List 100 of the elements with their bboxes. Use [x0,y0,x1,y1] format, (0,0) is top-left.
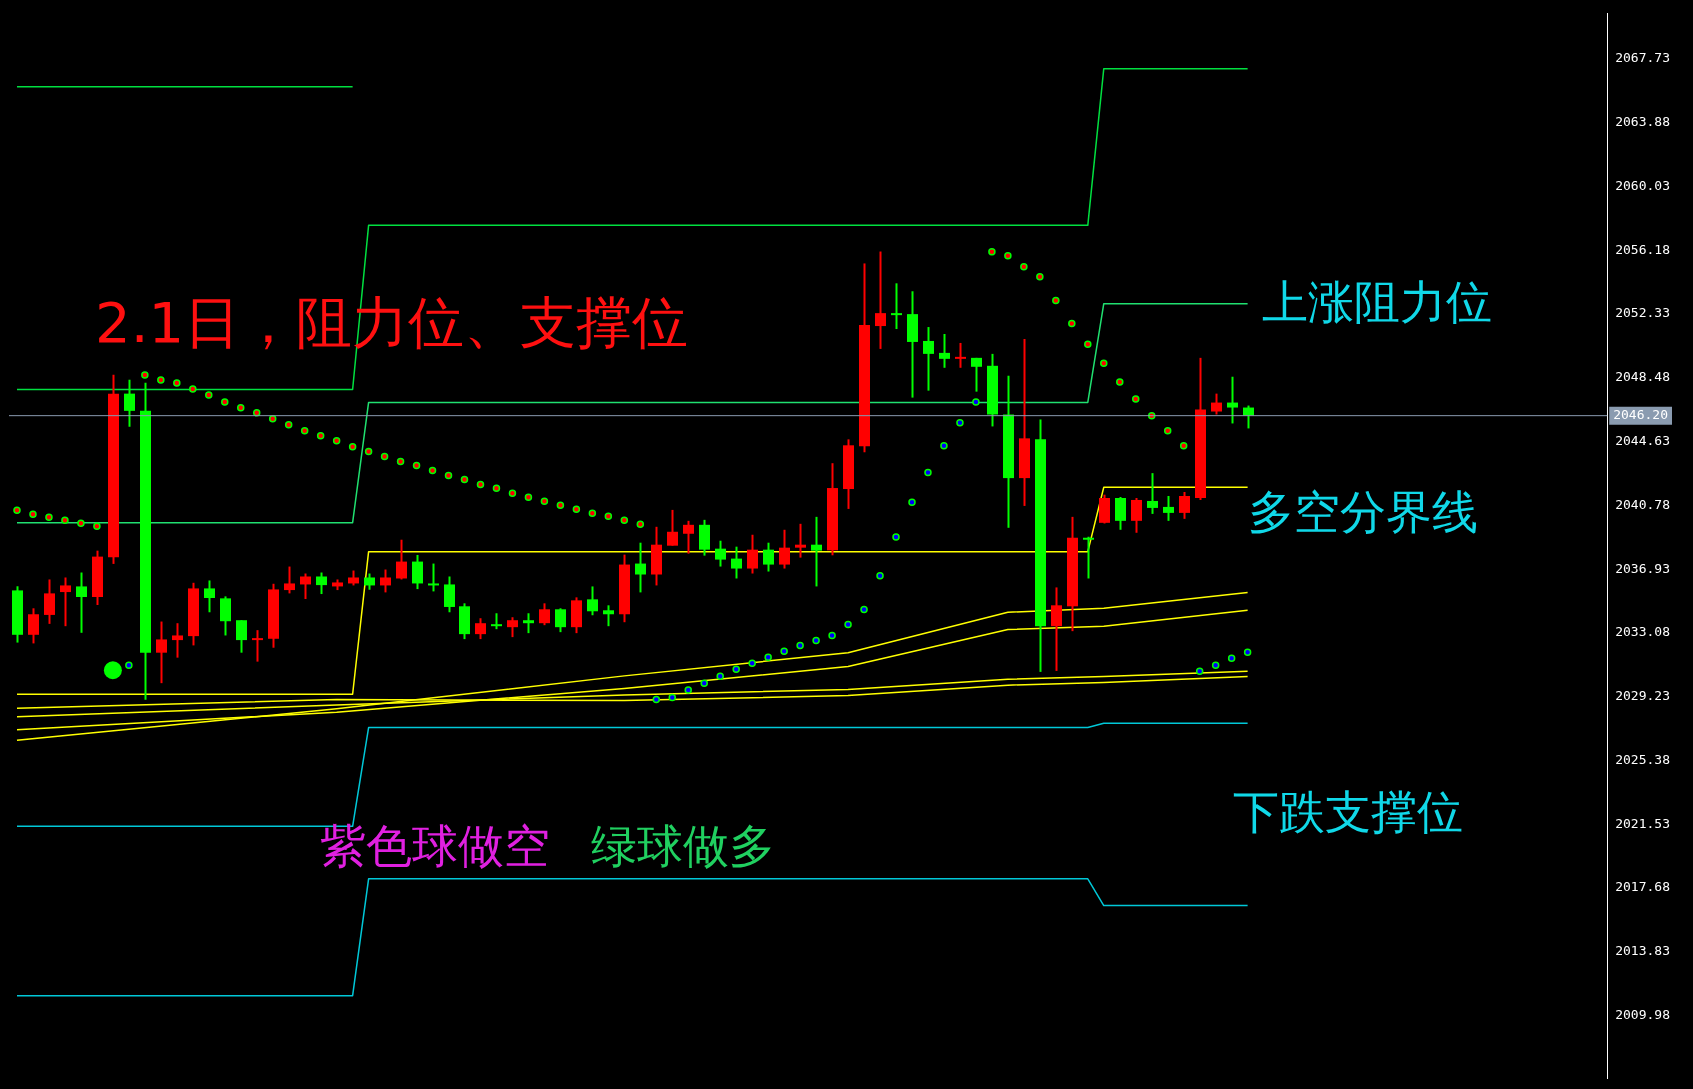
point [476,480,485,489]
point [492,484,501,493]
candlestick [44,578,55,625]
candlestick [475,617,486,641]
y-tick-label: 2017.68 [1615,879,1671,895]
candlestick [763,541,774,573]
candlestick [428,562,439,593]
y-tick-label: 2048.48 [1615,369,1671,385]
point [780,647,788,656]
point [1116,378,1124,386]
annotation: 多空分界线 [1248,485,1478,539]
point [908,498,916,507]
annotation: 下跌支撑位 [1233,785,1463,839]
point [876,572,884,580]
candlestick [635,541,646,594]
point [860,605,868,614]
point [1004,252,1012,260]
point [924,468,932,477]
candlestick [28,607,39,645]
point [812,636,820,645]
point [700,679,708,687]
point [252,409,261,417]
point [173,379,181,387]
y-tick-label: 2056.18 [1615,241,1671,257]
y-tick-label: 2013.83 [1615,943,1671,959]
candlestick [555,607,566,634]
candlestick [923,326,934,392]
y-tick-label: 2052.33 [1615,305,1671,321]
point [796,641,804,650]
candlestick [124,378,135,428]
candlestick [1147,472,1158,515]
point [300,426,309,435]
y-tick-label: 2029.23 [1615,688,1671,704]
point [141,371,149,379]
candlestick [412,553,423,591]
y-tick-label: 2060.03 [1615,177,1671,193]
point [668,693,677,702]
point [508,489,517,498]
annotation: 绿球做多 [591,819,775,873]
point [189,385,197,393]
candlestick [779,528,790,570]
candlestick [667,508,678,547]
point [396,457,405,466]
point [764,653,772,662]
candlestick [236,619,247,654]
point [316,431,325,440]
candlestick [380,568,391,594]
candlestick [683,519,694,555]
candlestick [523,612,534,635]
point [1211,661,1220,670]
point [828,631,836,640]
candlestick [811,515,822,588]
point [1020,263,1028,271]
point [540,497,549,506]
y-tick-label: 2009.98 [1615,1006,1671,1022]
point [572,505,581,513]
candlestick [955,341,966,369]
point [524,493,533,502]
point [988,248,996,256]
candlestick [172,622,183,659]
point [1227,654,1236,663]
point [428,466,437,475]
candlestick [971,356,982,393]
candlestick [156,620,167,685]
candlestick [939,333,950,369]
candlestick [396,538,407,581]
point [1179,441,1188,450]
candlestick [587,585,598,617]
candlestick [316,571,327,596]
candlestick [60,576,71,628]
point [460,475,469,484]
candlestick [875,250,886,350]
point [1163,426,1172,435]
y-tick-label: 2067.73 [1615,50,1671,66]
point [125,661,133,670]
annotation: 紫色球做空 [320,819,550,873]
candlestick [76,571,87,634]
point [972,398,980,406]
point [268,415,277,423]
point [716,672,724,680]
candlestick [300,572,311,601]
y-tick-label: 2033.08 [1615,624,1671,640]
point [684,686,692,694]
point [1195,667,1204,675]
candlestick [603,604,614,628]
y-tick-label: 2021.53 [1615,815,1671,831]
point [364,447,373,456]
candlestick [1163,494,1174,522]
point [1052,296,1060,305]
point [103,661,122,680]
candlestick [1227,375,1238,425]
ref-line-label: 2046.20 [1613,407,1669,423]
point [205,391,213,399]
point [77,519,85,527]
point [29,510,37,518]
candlestick [539,602,550,627]
point [348,442,357,451]
candlestick [795,522,806,559]
point [45,513,53,521]
point [1243,648,1252,657]
